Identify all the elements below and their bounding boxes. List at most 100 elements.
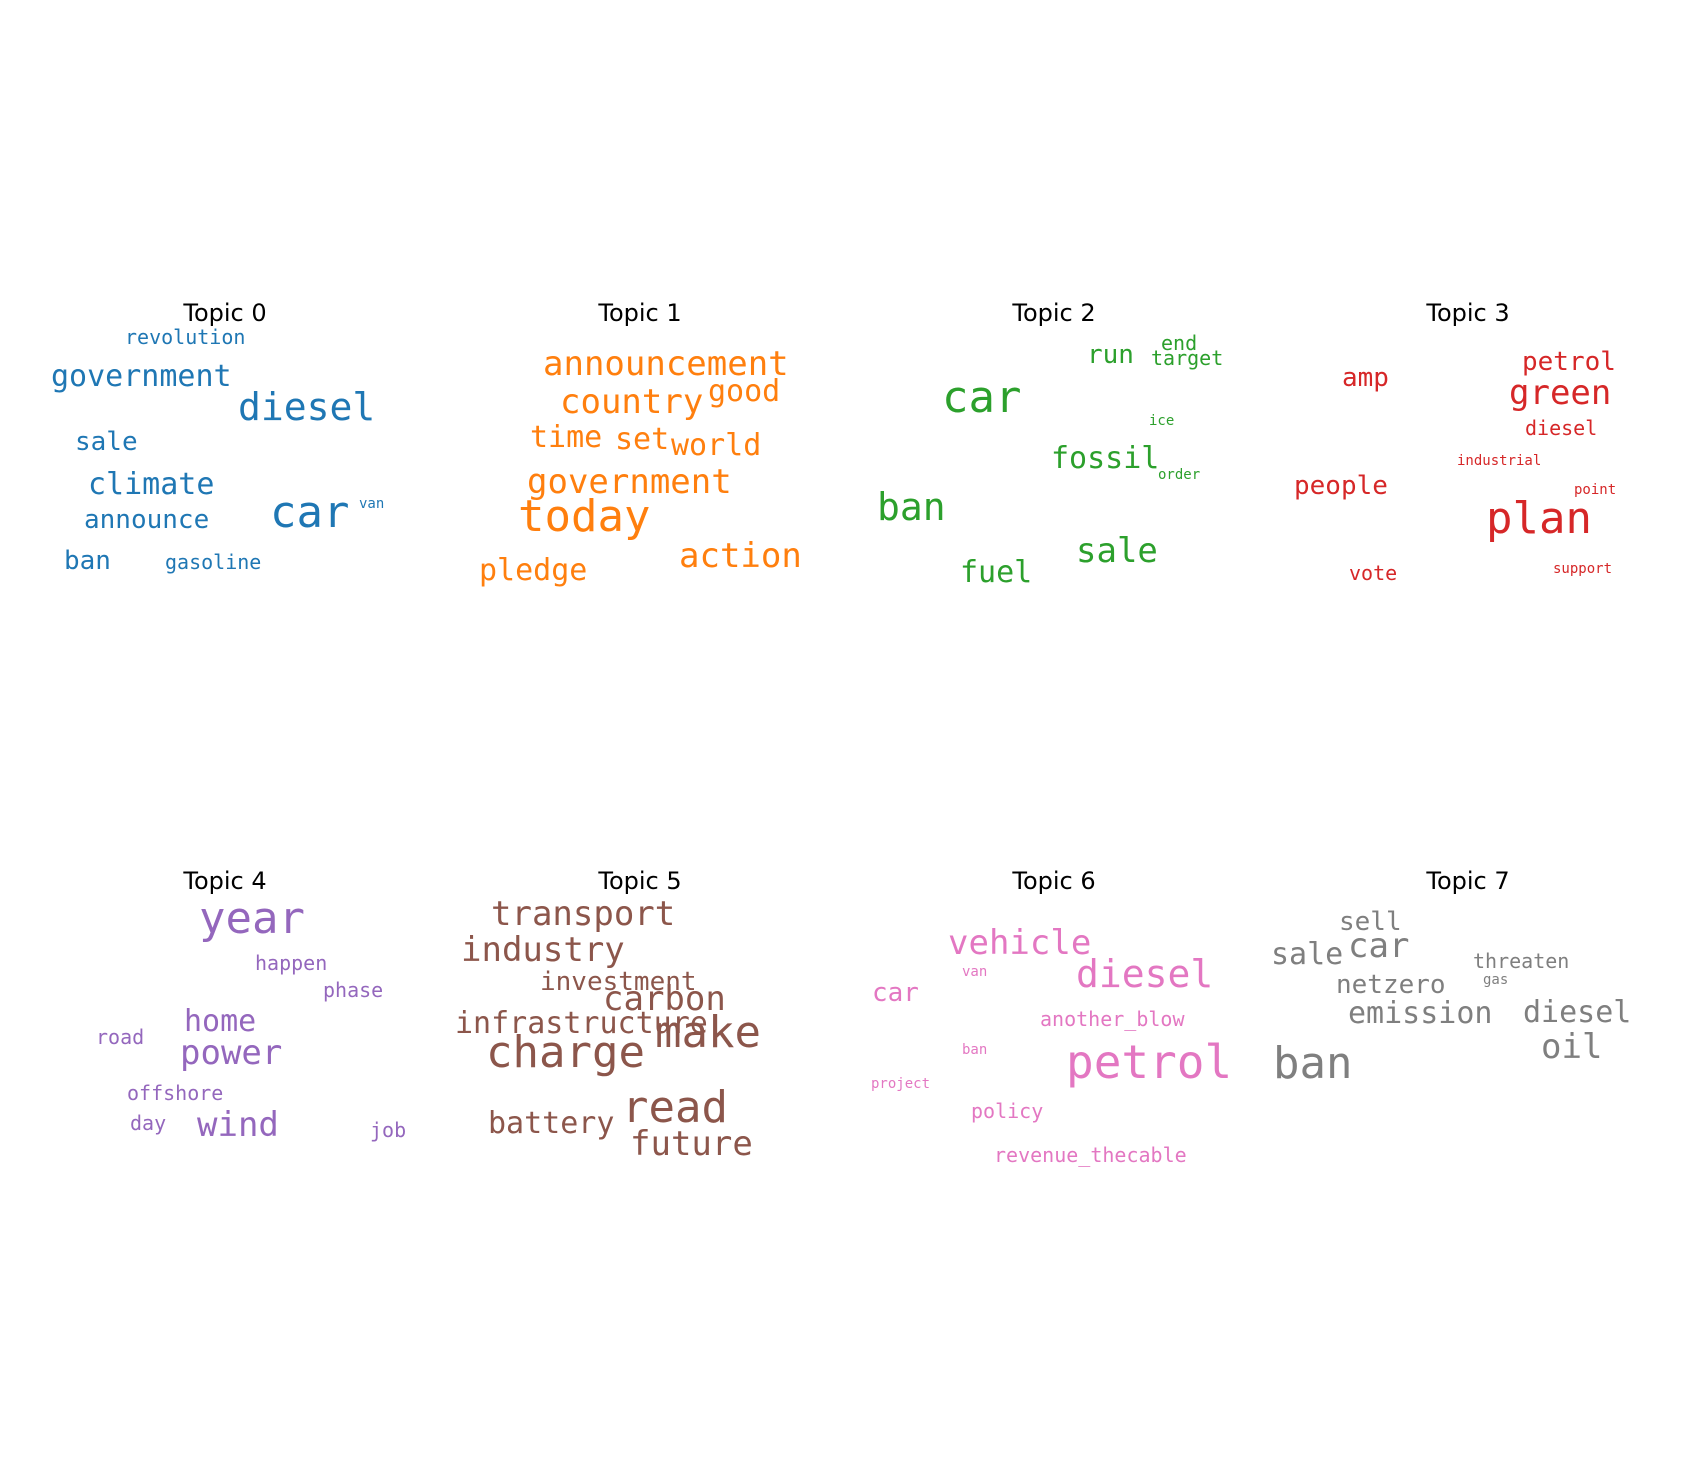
- word-diesel: diesel: [1076, 952, 1214, 996]
- word-car: car: [270, 487, 350, 538]
- word-petrol: petrol: [1522, 347, 1616, 377]
- word-transport: transport: [491, 894, 676, 934]
- word-charge: charge: [486, 1027, 645, 1078]
- word-diesel: diesel: [238, 385, 376, 429]
- word-industry: industry: [461, 930, 625, 970]
- word-car: car: [1348, 926, 1410, 966]
- word-threaten: threaten: [1473, 949, 1570, 973]
- word-time: time: [530, 420, 603, 455]
- word-petrol: petrol: [1066, 1035, 1233, 1089]
- word-ban: ban: [1273, 1038, 1353, 1089]
- word-good: good: [708, 374, 781, 409]
- word-read: read: [622, 1082, 728, 1133]
- word-van: van: [962, 964, 988, 980]
- word-day: day: [130, 1111, 167, 1135]
- word-policy: policy: [971, 1099, 1044, 1123]
- panel-title: Topic 0: [183, 299, 267, 327]
- word-plan: plan: [1486, 493, 1592, 544]
- word-emission: emission: [1348, 996, 1493, 1031]
- word-action: action: [679, 536, 802, 576]
- word-country: country: [560, 382, 704, 422]
- panel-title: Topic 2: [1012, 299, 1096, 327]
- word-cloud: announcement country good time set world gover…: [433, 329, 847, 729]
- topic-panel-7: Topic 7 sell sale car threaten gas netzero emi…: [1261, 867, 1675, 1297]
- word-car: car: [942, 372, 1022, 423]
- word-investment: investment: [540, 967, 697, 997]
- word-vote: vote: [1349, 561, 1398, 585]
- panel-title: Topic 6: [1012, 867, 1096, 895]
- word-cloud: year happen phase home road power offshore day w…: [18, 897, 432, 1297]
- word-revolution: revolution: [125, 325, 246, 349]
- topic-panel-5: Topic 5 transport industry investment carbo…: [433, 867, 847, 1297]
- topic-panel-0: Topic 0 revolution government diesel sale cl…: [18, 299, 432, 729]
- word-diesel: diesel: [1525, 416, 1598, 440]
- word-infrastructure: infrastructure: [455, 1006, 708, 1041]
- word-end: end: [1161, 331, 1198, 355]
- word-run: run: [1087, 340, 1134, 370]
- word-battery: battery: [488, 1106, 615, 1141]
- word-set: set: [615, 422, 670, 457]
- word-industrial: industrial: [1457, 453, 1542, 469]
- word-cloud: transport industry investment carbon infrast…: [433, 897, 847, 1297]
- panel-title: Topic 7: [1426, 867, 1510, 895]
- panel-title: Topic 3: [1426, 299, 1510, 327]
- word-revenue-thecable: revenue_thecable: [994, 1143, 1187, 1167]
- word-diesel: diesel: [1523, 995, 1632, 1030]
- word-power: power: [180, 1033, 283, 1073]
- word-home: home: [184, 1004, 257, 1039]
- word-van: van: [359, 496, 385, 512]
- word-offshore: offshore: [127, 1081, 224, 1105]
- word-phase: phase: [323, 978, 384, 1002]
- word-announce: announce: [84, 505, 210, 535]
- panel-title: Topic 1: [598, 299, 682, 327]
- word-road: road: [96, 1025, 145, 1049]
- word-amp: amp: [1342, 363, 1389, 393]
- panel-title: Topic 5: [598, 867, 682, 895]
- word-people: people: [1294, 471, 1388, 501]
- word-world: world: [671, 428, 762, 463]
- word-future: future: [630, 1124, 753, 1164]
- word-ice: ice: [1149, 413, 1175, 429]
- word-government: government: [51, 359, 232, 394]
- topic-panel-1: Topic 1 announcement country good time set wo…: [433, 299, 847, 729]
- word-ban: ban: [877, 485, 946, 529]
- word-cloud: sell sale car threaten gas netzero emission die…: [1261, 897, 1675, 1297]
- word-support: support: [1553, 561, 1613, 577]
- word-fossil: fossil: [1051, 441, 1160, 476]
- word-project: project: [871, 1076, 931, 1092]
- word-cloud: petrol amp green diesel industrial people poin…: [1261, 329, 1675, 729]
- word-another-blow: another_blow: [1040, 1007, 1185, 1031]
- topic-panel-2: Topic 2 run end target car ice fossil order ban…: [847, 299, 1261, 729]
- topic-panel-3: Topic 3 petrol amp green diesel industrial pe…: [1261, 299, 1675, 729]
- word-gas: gas: [1483, 972, 1509, 988]
- word-sale: sale: [1271, 937, 1344, 972]
- word-announcement: announcement: [543, 344, 789, 384]
- word-climate: climate: [88, 467, 215, 502]
- topic-panel-4: Topic 4 year happen phase home road power offs…: [18, 867, 432, 1297]
- word-target: target: [1151, 346, 1224, 370]
- word-happen: happen: [255, 951, 328, 975]
- word-carbon: carbon: [603, 979, 726, 1019]
- word-gasoline: gasoline: [165, 550, 262, 574]
- word-sale: sale: [1076, 531, 1158, 571]
- word-pledge: pledge: [479, 553, 588, 588]
- word-sale: sale: [75, 427, 138, 457]
- word-netzero: netzero: [1336, 970, 1446, 1000]
- word-point: point: [1574, 482, 1617, 498]
- word-government: government: [527, 462, 732, 502]
- word-make: make: [655, 1007, 761, 1058]
- word-job: job: [370, 1118, 407, 1142]
- word-cloud: revolution government diesel sale climate ann…: [18, 325, 432, 729]
- panel-title: Topic 4: [183, 867, 267, 895]
- word-order: order: [1158, 467, 1201, 483]
- word-car: car: [872, 978, 919, 1008]
- word-today: today: [518, 491, 651, 542]
- word-wind: wind: [197, 1105, 279, 1145]
- word-ban: ban: [962, 1042, 988, 1058]
- word-oil: oil: [1541, 1027, 1603, 1067]
- word-vehicle: vehicle: [948, 923, 1092, 963]
- word-green: green: [1509, 373, 1612, 413]
- word-fuel: fuel: [960, 555, 1033, 590]
